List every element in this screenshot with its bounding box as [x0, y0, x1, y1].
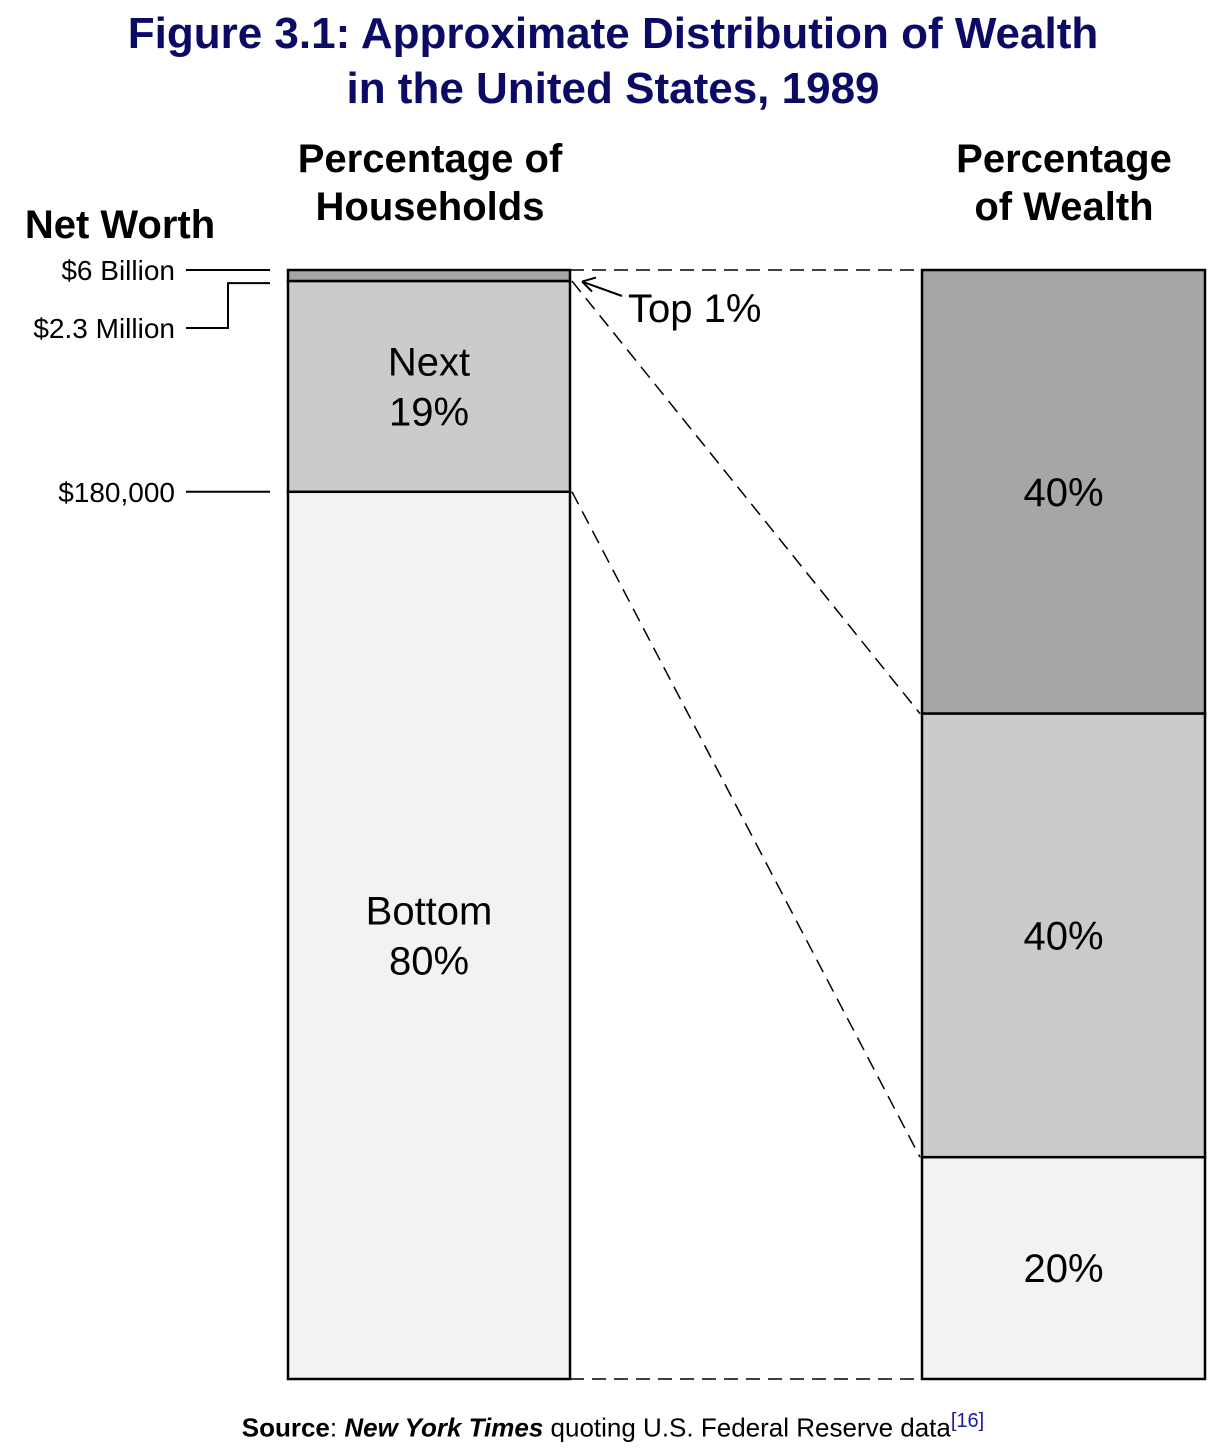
bar-2-next-label: 40% — [1023, 914, 1103, 958]
callout-arrow-line — [581, 280, 623, 297]
source-citation: [16] — [950, 1410, 985, 1432]
chart-title-line-1: Figure 3.1: Approximate Distribution of … — [127, 9, 1099, 58]
bar-1-next-segment — [286, 279, 572, 494]
bar-1-next-label: 19% — [389, 390, 469, 434]
source-label: Source — [241, 1412, 330, 1443]
net-worth-tick-label: $180,000 — [58, 477, 175, 508]
net-worth-ticks: $6 Billion $2.3 Million $180,000 — [33, 255, 270, 508]
top-1-percent-callout: Top 1% — [628, 287, 761, 331]
source-publication: New York Times — [344, 1412, 544, 1443]
bar-2-bottom-label: 20% — [1023, 1247, 1103, 1291]
bars-group: Next 19% Bottom 80% 40% 40% 20% — [286, 268, 1207, 1381]
bar-2-next-segment — [920, 712, 1207, 1159]
source-text: quoting U.S. Federal Reserve data — [543, 1412, 951, 1443]
households-header: Percentage of Households — [240, 135, 620, 231]
bar-1-top-segment — [286, 268, 572, 283]
bar-2-top-segment — [920, 268, 1207, 715]
wealth-header-line-1: Percentage — [956, 137, 1172, 181]
source-separator: : — [329, 1412, 345, 1443]
bar-2-bottom-segment — [920, 1155, 1207, 1381]
net-worth-tick-line — [186, 282, 270, 329]
wealth-header: Percentage of Wealth — [884, 135, 1226, 231]
bar-1-bottom-label: 80% — [389, 939, 469, 983]
bar-2-top-label: 40% — [1023, 471, 1103, 515]
net-worth-axis-title: Net Worth — [25, 203, 215, 247]
households-header-line-2: Households — [315, 185, 545, 229]
source-note: Source: New York Times quoting U.S. Fede… — [0, 1404, 1226, 1445]
net-worth-tick-label: $6 Billion — [61, 255, 175, 286]
connector-line — [571, 491, 921, 1158]
bar-1-bottom-segment — [286, 490, 572, 1381]
bar-1-next-label: Next — [388, 340, 470, 384]
connector-line — [571, 280, 921, 715]
callout-arrowhead — [581, 276, 597, 293]
net-worth-tick-label: $2.3 Million — [33, 313, 175, 344]
top-callout: Top 1% — [581, 276, 761, 331]
connector-lines — [570, 269, 922, 1380]
chart-title-line-2: in the United States, 1989 — [346, 64, 880, 113]
households-header-line-1: Percentage of — [297, 137, 563, 181]
wealth-header-line-2: of Wealth — [974, 185, 1154, 229]
bar-1-bottom-label: Bottom — [366, 889, 493, 933]
